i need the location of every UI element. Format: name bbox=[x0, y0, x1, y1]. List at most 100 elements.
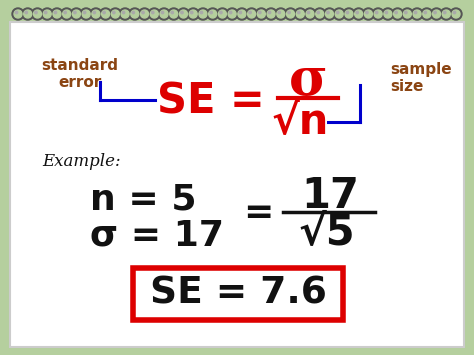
Circle shape bbox=[434, 11, 436, 14]
Circle shape bbox=[307, 11, 310, 14]
Circle shape bbox=[103, 11, 105, 14]
Text: =: = bbox=[243, 196, 273, 230]
Circle shape bbox=[287, 10, 294, 18]
Circle shape bbox=[199, 10, 207, 18]
Circle shape bbox=[284, 8, 297, 20]
Circle shape bbox=[421, 8, 433, 20]
Text: √5: √5 bbox=[299, 212, 356, 254]
Circle shape bbox=[207, 8, 219, 20]
Text: SE = 7.6: SE = 7.6 bbox=[150, 276, 327, 312]
Circle shape bbox=[414, 11, 417, 14]
Circle shape bbox=[327, 11, 329, 14]
Circle shape bbox=[132, 11, 135, 14]
Circle shape bbox=[229, 11, 232, 14]
Circle shape bbox=[191, 11, 193, 14]
Circle shape bbox=[453, 11, 456, 14]
Circle shape bbox=[423, 10, 431, 18]
Circle shape bbox=[405, 11, 407, 14]
Text: n = 5: n = 5 bbox=[90, 183, 197, 217]
Circle shape bbox=[142, 11, 144, 14]
Circle shape bbox=[440, 8, 452, 20]
Circle shape bbox=[158, 8, 170, 20]
Circle shape bbox=[31, 8, 44, 20]
Circle shape bbox=[238, 10, 246, 18]
Circle shape bbox=[53, 10, 61, 18]
Circle shape bbox=[140, 10, 148, 18]
Circle shape bbox=[15, 11, 18, 14]
Circle shape bbox=[121, 10, 129, 18]
Circle shape bbox=[73, 11, 76, 14]
Circle shape bbox=[430, 8, 443, 20]
Circle shape bbox=[51, 8, 63, 20]
Circle shape bbox=[122, 11, 125, 14]
Circle shape bbox=[296, 10, 304, 18]
Circle shape bbox=[131, 10, 139, 18]
Circle shape bbox=[220, 11, 222, 14]
Circle shape bbox=[109, 8, 121, 20]
Circle shape bbox=[22, 8, 34, 20]
Circle shape bbox=[180, 10, 187, 18]
Circle shape bbox=[161, 11, 164, 14]
Circle shape bbox=[73, 10, 81, 18]
Circle shape bbox=[45, 11, 47, 14]
Circle shape bbox=[433, 10, 440, 18]
Circle shape bbox=[43, 10, 51, 18]
Circle shape bbox=[187, 8, 199, 20]
Circle shape bbox=[326, 10, 334, 18]
Circle shape bbox=[363, 8, 374, 20]
Circle shape bbox=[92, 10, 100, 18]
Circle shape bbox=[209, 10, 217, 18]
Circle shape bbox=[239, 11, 242, 14]
Circle shape bbox=[384, 10, 392, 18]
Circle shape bbox=[366, 11, 368, 14]
Circle shape bbox=[304, 8, 316, 20]
Circle shape bbox=[333, 8, 345, 20]
Circle shape bbox=[343, 8, 355, 20]
Circle shape bbox=[452, 10, 460, 18]
Circle shape bbox=[278, 11, 281, 14]
Circle shape bbox=[93, 11, 96, 14]
Circle shape bbox=[34, 10, 41, 18]
Circle shape bbox=[101, 10, 109, 18]
Text: σ: σ bbox=[289, 55, 328, 105]
Circle shape bbox=[100, 8, 111, 20]
Circle shape bbox=[393, 10, 401, 18]
Circle shape bbox=[170, 10, 178, 18]
Circle shape bbox=[177, 8, 190, 20]
Circle shape bbox=[35, 11, 37, 14]
Circle shape bbox=[168, 8, 180, 20]
Circle shape bbox=[444, 11, 446, 14]
Circle shape bbox=[392, 8, 403, 20]
Circle shape bbox=[375, 11, 378, 14]
Circle shape bbox=[317, 11, 319, 14]
Text: sample
size: sample size bbox=[390, 62, 452, 94]
Circle shape bbox=[171, 11, 173, 14]
Circle shape bbox=[265, 8, 277, 20]
Text: SE =: SE = bbox=[157, 81, 265, 123]
Circle shape bbox=[189, 10, 197, 18]
Circle shape bbox=[365, 10, 373, 18]
Circle shape bbox=[113, 11, 115, 14]
Circle shape bbox=[382, 8, 394, 20]
Circle shape bbox=[71, 8, 82, 20]
Circle shape bbox=[353, 8, 365, 20]
Circle shape bbox=[197, 8, 209, 20]
Circle shape bbox=[255, 8, 267, 20]
Circle shape bbox=[111, 10, 119, 18]
Circle shape bbox=[41, 8, 53, 20]
Circle shape bbox=[148, 8, 160, 20]
Circle shape bbox=[247, 10, 255, 18]
Circle shape bbox=[294, 8, 306, 20]
Text: 17: 17 bbox=[301, 175, 359, 217]
Circle shape bbox=[64, 11, 66, 14]
Circle shape bbox=[25, 11, 27, 14]
Circle shape bbox=[219, 10, 227, 18]
Circle shape bbox=[14, 10, 22, 18]
Circle shape bbox=[210, 11, 212, 14]
Circle shape bbox=[385, 11, 388, 14]
Circle shape bbox=[277, 10, 285, 18]
Circle shape bbox=[306, 10, 314, 18]
Circle shape bbox=[150, 10, 158, 18]
Text: standard
error: standard error bbox=[42, 58, 118, 91]
Circle shape bbox=[226, 8, 238, 20]
